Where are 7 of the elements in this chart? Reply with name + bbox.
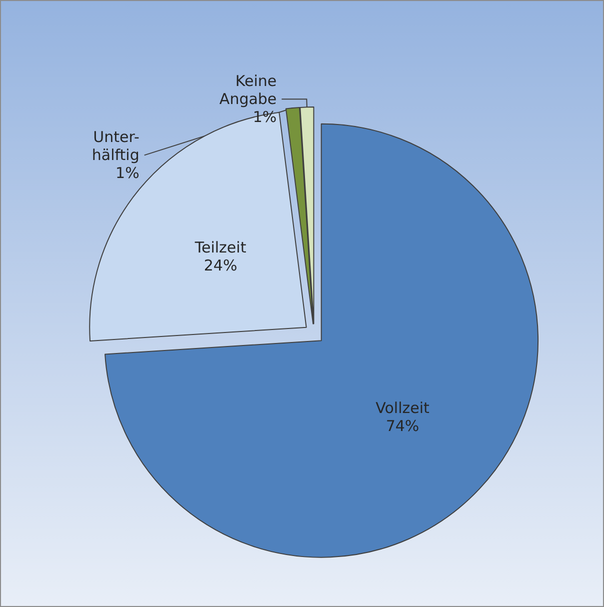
data-label: 74% — [386, 416, 420, 435]
data-label: 24% — [204, 256, 238, 274]
data-label: 1% — [116, 164, 140, 182]
slice-label: Teilzeit — [194, 238, 246, 256]
slice-label: Unter-hälftig — [92, 128, 140, 164]
slice-label: Vollzeit — [376, 398, 430, 417]
slice-label: Keine Angabe — [219, 72, 277, 108]
